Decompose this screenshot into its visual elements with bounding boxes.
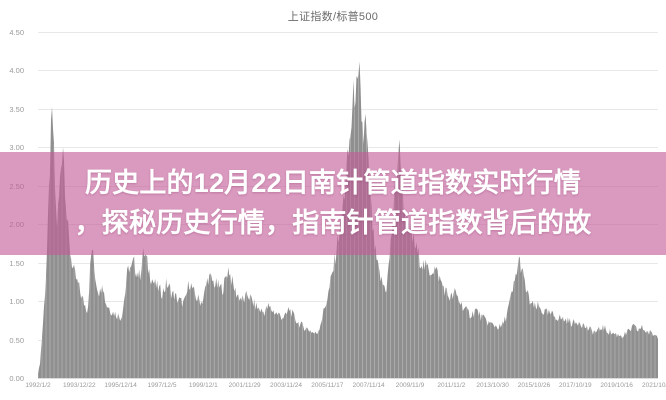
headline-line-1: 历史上的12月22日南针管道指数实时行情 [84,168,582,199]
x-axis-tick-label: 2021/10/11 [641,382,666,389]
x-axis-tick-label: 2003/11/24 [269,382,303,389]
x-axis-tick-label: 1993/12/22 [63,382,96,389]
y-axis-tick-label: 4.50 [9,28,24,37]
headline-overlay-band: 历史上的12月22日南针管道指数实时行情 ，探秘历史行情，指南针管道指数背后的故 [0,152,666,255]
x-axis-tick-label: 2001/11/29 [228,382,261,389]
x-axis-tick-label: 1999/12/1 [188,382,218,389]
x-axis-tick-labels: 1992/1/2 1993/12/22 1995/12/14 1997/12/5 199… [25,381,666,395]
y-axis-tick-label: 1.00 [9,297,24,307]
x-axis-tick-label: 2011/11/2 [437,382,466,389]
x-axis-tick-label: 2015/10/26 [517,382,551,389]
x-axis-tick-label: 2009/11/9 [395,382,425,389]
y-axis-tick-label: 3.00 [9,143,24,153]
x-axis-tick-label: 2005/11/17 [311,382,344,389]
y-axis-tick-label: 4.00 [9,66,24,76]
gridline [38,147,658,149]
x-axis-tick-label: 2019/10/16 [600,382,633,389]
gridline [38,70,658,72]
x-axis-tick-label: 1995/12/14 [104,382,137,389]
x-axis-tick-label: 1992/1/2 [25,382,51,389]
gridline [38,32,658,33]
chart-title: 上证指数/标普500 [287,11,379,23]
x-axis-tick-label: 1997/12/5 [147,382,177,389]
y-axis-tick-label: 3.50 [9,104,24,114]
headline-line-2: ，探秘历史行情，指南针管道指数背后的故 [74,207,592,238]
y-axis-tick-label: 0.50 [9,335,24,345]
x-axis-tick-label: 2007/11/14 [352,382,385,389]
gridline [38,108,658,110]
x-axis-tick-label: 2017/10/19 [559,382,592,389]
x-axis-line [38,378,658,379]
y-axis-tick-label: 1.50 [9,258,24,268]
x-axis-tick-label: 2013/10/30 [476,382,509,389]
y-axis-tick-label: 0.00 [9,374,24,383]
